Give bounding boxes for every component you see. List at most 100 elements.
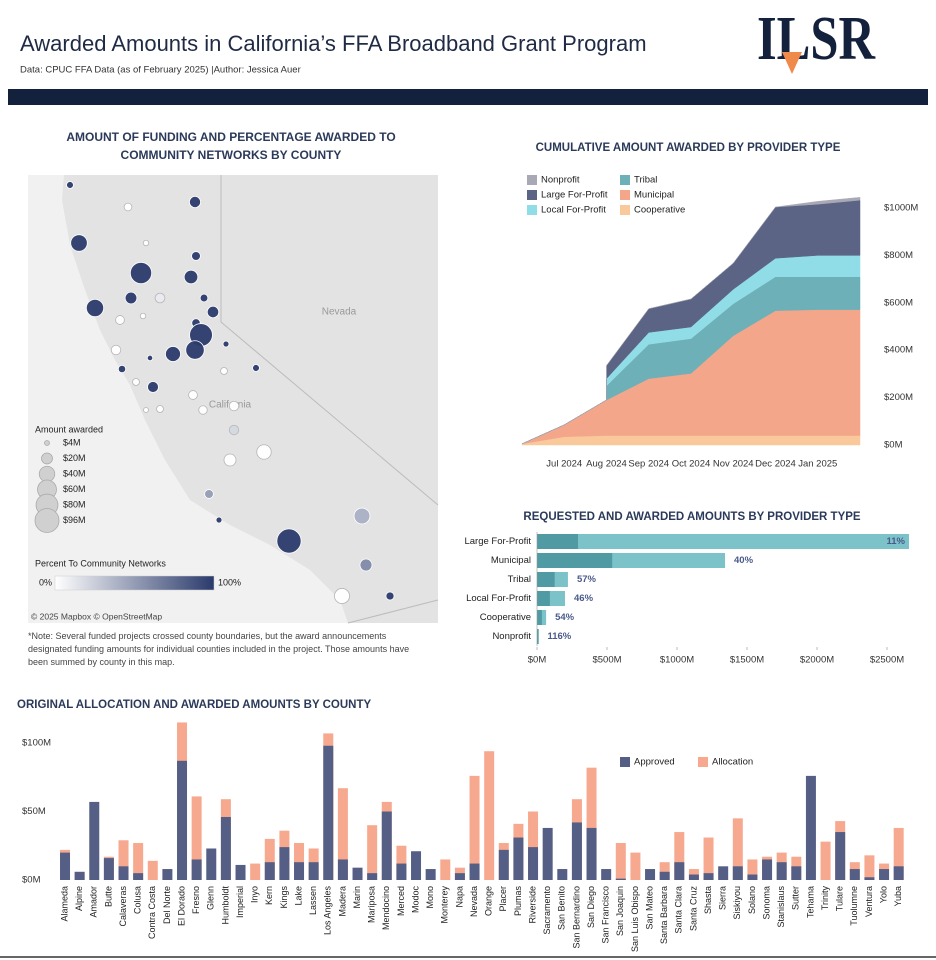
county-bubble (66, 181, 74, 189)
bar (250, 863, 261, 880)
bar (835, 832, 846, 880)
bar (264, 838, 275, 880)
county-bubble (156, 405, 164, 413)
y-tick-label: $800M (884, 250, 913, 261)
bar (542, 827, 553, 880)
bar (864, 877, 875, 880)
category-label: Municipal (491, 555, 531, 566)
logo: ILSR (757, 5, 876, 73)
color-legend-label: 100% (218, 577, 241, 587)
x-tick-label: Los Angeles (323, 886, 333, 936)
legend-title: Percent To Community Networks (35, 558, 166, 568)
x-tick-label: Napa (454, 886, 464, 908)
bar (762, 859, 773, 880)
map-ocean (28, 175, 348, 623)
bar (703, 873, 714, 880)
bar (118, 840, 129, 880)
bar (440, 859, 451, 880)
x-tick-label: Inyo (250, 886, 260, 903)
county-bubble (124, 291, 138, 305)
bar (586, 827, 597, 880)
bar (89, 801, 100, 880)
x-tick-label: Lake (293, 886, 303, 906)
county-bubble (115, 315, 125, 325)
bar (352, 867, 363, 880)
bar (191, 796, 202, 880)
x-tick-label: Contra Costa (147, 886, 157, 939)
county-bubble (142, 239, 150, 247)
x-tick-label: $2500M (870, 655, 904, 666)
x-tick-label: Sonoma (761, 886, 771, 920)
bar (367, 825, 378, 880)
x-tick-label: Amador (89, 886, 99, 918)
bar (133, 843, 144, 880)
x-tick-label: Jul 2024 (546, 459, 582, 470)
x-tick-label: Yolo (878, 886, 888, 903)
x-tick-label: San Joaquin (615, 886, 625, 936)
x-tick-label: Tehama (805, 886, 815, 918)
bar (381, 811, 392, 880)
x-tick-label: Alpine (74, 886, 84, 911)
category-label: Large For-Profit (464, 536, 531, 547)
legend-swatch (620, 757, 630, 767)
x-tick-label: Mono (425, 886, 435, 909)
bar (220, 816, 231, 880)
x-tick-label: Solano (747, 886, 757, 914)
county-bubble (132, 378, 140, 386)
bar (674, 862, 685, 880)
x-tick-label: Butte (103, 886, 113, 907)
bar (776, 862, 787, 880)
legend-label: Large For-Profit (541, 190, 608, 201)
chart-title: REQUESTED AND AWARDED AMOUNTS BY PROVIDE… (523, 511, 860, 523)
size-legend-circle (34, 508, 60, 533)
bar (586, 767, 597, 880)
legend-label: Approved (634, 757, 675, 768)
area (521, 197, 861, 445)
y-tick-label: $100M (22, 738, 51, 749)
category-label: Tribal (508, 574, 531, 585)
x-tick-label: Calaveras (118, 886, 128, 927)
y-tick-label: $50M (22, 806, 46, 817)
bar (206, 848, 217, 880)
bar (557, 869, 568, 880)
x-tick-label: Madera (337, 886, 347, 917)
size-legend-label: $80M (63, 499, 86, 509)
bar (718, 866, 729, 880)
county-bubble (256, 444, 272, 460)
x-tick-label: Stanislaus (776, 886, 786, 928)
bar (659, 862, 670, 880)
bar (630, 852, 641, 880)
county-bubble (222, 340, 230, 348)
bar (537, 534, 579, 549)
county-bubble (154, 292, 166, 304)
bar (162, 869, 173, 880)
x-tick-label: Oct 2024 (672, 459, 711, 470)
bar (537, 572, 555, 587)
x-tick-label: Fresno (191, 886, 201, 914)
logo-accent (782, 52, 802, 74)
x-tick-label: Santa Barbara (659, 886, 669, 944)
bar (60, 852, 71, 880)
bar (498, 849, 509, 880)
county-bubble (123, 202, 133, 212)
county-bubble (146, 354, 154, 362)
county-bubble (334, 588, 350, 604)
x-tick-label: Tulare (835, 886, 845, 911)
bar (537, 629, 539, 644)
bar (396, 845, 407, 880)
y-tick-label: $400M (884, 345, 913, 356)
category-label: Nonprofit (492, 631, 531, 642)
bar (645, 869, 656, 880)
bar (279, 847, 290, 880)
x-tick-label: $500M (592, 655, 621, 666)
bar (513, 837, 524, 880)
x-tick-label: Yuba (893, 886, 903, 907)
y-tick-label: $1000M (884, 203, 918, 214)
bar (469, 775, 480, 880)
bar (118, 866, 129, 880)
chart-title: ORIGINAL ALLOCATION AND AWARDED AMOUNTS … (17, 699, 371, 711)
bar (537, 553, 613, 568)
county-bubble (385, 591, 395, 601)
